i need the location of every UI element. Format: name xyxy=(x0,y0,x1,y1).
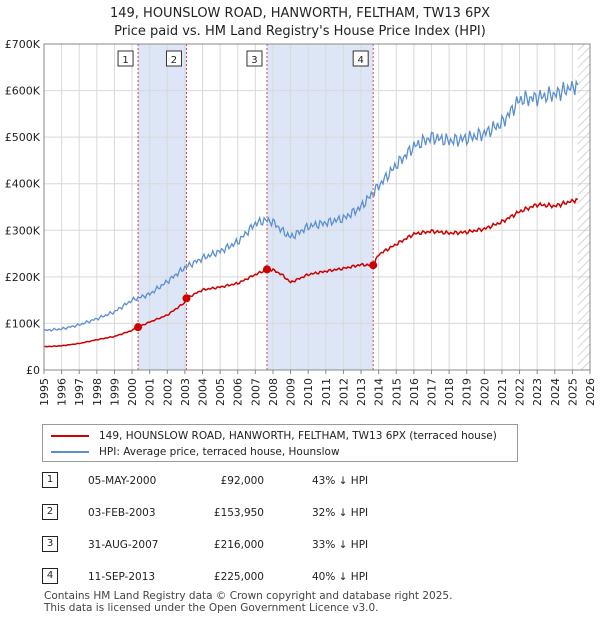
sale-label-box xyxy=(117,50,134,67)
sale-point xyxy=(262,265,271,274)
sale-label: 3 xyxy=(251,55,257,66)
series-line-property xyxy=(43,197,578,348)
legend-label-hpi: HPI: Average price, terraced house, Houn… xyxy=(99,446,340,458)
y-tick-label: £400K xyxy=(5,178,41,191)
x-tick-label: 2011 xyxy=(320,378,333,406)
x-tick-label: 1999 xyxy=(108,378,121,406)
sale-label-box xyxy=(246,50,263,67)
x-tick-label: 2018 xyxy=(443,378,456,406)
x-tick-label: 2004 xyxy=(197,378,210,406)
sale-date: 11-SEP-2013 xyxy=(88,571,156,583)
sale-point xyxy=(134,323,143,332)
x-tick-label: 2019 xyxy=(461,378,474,406)
sale-badge: 1 xyxy=(42,472,58,488)
x-tick-label: 2005 xyxy=(214,378,227,406)
legend-swatch-property xyxy=(51,435,89,437)
sale-date: 31-AUG-2007 xyxy=(88,539,159,551)
x-tick-label: 1997 xyxy=(73,378,86,406)
sale-badge: 3 xyxy=(42,536,58,552)
sale-point xyxy=(369,261,378,270)
sale-price: £225,000 xyxy=(213,571,264,583)
table-row: 3 31-AUG-2007 £216,000 33% ↓ HPI xyxy=(40,534,460,558)
shaded-range xyxy=(138,44,187,370)
table-row: 1 05-MAY-2000 £92,000 43% ↓ HPI xyxy=(40,470,460,494)
sale-date: 05-MAY-2000 xyxy=(88,475,157,487)
x-tick-label: 2025 xyxy=(566,378,579,406)
x-tick-label: 1998 xyxy=(91,378,104,406)
plot-frame xyxy=(43,43,591,371)
legend-item-property: 149, HOUNSLOW ROAD, HANWORTH, FELTHAM, T… xyxy=(51,428,497,444)
forecast-hatch xyxy=(577,44,590,370)
y-tick-label: £0 xyxy=(26,364,40,377)
x-tick-label: 2023 xyxy=(531,378,544,406)
sale-label-box xyxy=(352,50,369,67)
y-tick-label: £300K xyxy=(5,224,41,237)
sale-label: 2 xyxy=(171,55,177,66)
y-tick-label: £600K xyxy=(5,85,41,98)
legend-swatch-hpi xyxy=(51,451,89,453)
shaded-range xyxy=(266,44,374,370)
chart-title-line2: Price paid vs. HM Land Registry's House … xyxy=(114,24,486,39)
y-tick-label: £500K xyxy=(5,131,41,144)
x-tick-label: 1996 xyxy=(56,378,69,406)
table-row: 2 03-FEB-2003 £153,950 32% ↓ HPI xyxy=(40,502,460,526)
footer-copyright: Contains HM Land Registry data © Crown c… xyxy=(44,590,453,602)
x-tick-label: 2022 xyxy=(514,378,527,406)
y-tick-label: £200K xyxy=(5,271,41,284)
x-tick-label: 1995 xyxy=(38,378,51,406)
sale-hpi-diff: 32% ↓ HPI xyxy=(312,507,369,519)
x-tick-label: 2003 xyxy=(179,378,192,406)
sale-badge: 4 xyxy=(42,568,58,584)
x-tick-label: 2002 xyxy=(161,378,174,406)
x-tick-label: 2024 xyxy=(549,378,562,406)
sale-label: 4 xyxy=(357,55,363,66)
sale-badge: 2 xyxy=(42,504,58,520)
footer: Contains HM Land Registry data © Crown c… xyxy=(44,590,452,614)
x-tick-label: 2007 xyxy=(249,378,262,406)
chart-title-line1: 149, HOUNSLOW ROAD, HANWORTH, FELTHAM, T… xyxy=(109,6,491,21)
x-tick-label: 2021 xyxy=(496,378,509,406)
x-tick-label: 2006 xyxy=(232,378,245,406)
sale-date: 03-FEB-2003 xyxy=(88,507,156,519)
legend: 149, HOUNSLOW ROAD, HANWORTH, FELTHAM, T… xyxy=(42,424,518,462)
series-line-hpi xyxy=(43,79,579,332)
sale-hpi-diff: 33% ↓ HPI xyxy=(312,539,369,551)
x-tick-label: 2016 xyxy=(408,378,421,406)
sale-label: 1 xyxy=(122,55,128,66)
x-tick-label: 2014 xyxy=(373,378,386,406)
y-tick-label: £100K xyxy=(5,317,41,330)
x-tick-label: 2026 xyxy=(584,378,597,406)
y-tick-label: £700K xyxy=(5,38,41,51)
sale-price: £92,000 xyxy=(220,475,264,487)
price-chart: 1 2 3 4 £0 £100K £200K £300K £400K £500K £600K £700… xyxy=(5,38,597,406)
x-tick-label: 2020 xyxy=(478,378,491,406)
table-row: 4 11-SEP-2013 £225,000 40% ↓ HPI xyxy=(40,566,460,590)
x-tick-label: 2017 xyxy=(425,378,438,406)
x-tick-label: 2010 xyxy=(302,378,315,406)
sale-hpi-diff: 43% ↓ HPI xyxy=(312,475,369,487)
footer-licence: This data is licensed under the Open Gov… xyxy=(44,602,379,614)
x-tick-label: 2001 xyxy=(144,378,157,406)
x-tick-label: 2012 xyxy=(337,378,350,406)
x-tick-label: 2008 xyxy=(267,378,280,406)
sale-label-box xyxy=(165,50,182,67)
sale-point xyxy=(182,294,191,303)
legend-label-property: 149, HOUNSLOW ROAD, HANWORTH, FELTHAM, T… xyxy=(99,430,497,442)
sale-hpi-diff: 40% ↓ HPI xyxy=(312,571,369,583)
x-tick-label: 2015 xyxy=(390,378,403,406)
legend-item-hpi: HPI: Average price, terraced house, Houn… xyxy=(51,444,340,460)
sale-price: £153,950 xyxy=(213,507,264,519)
x-tick-label: 2013 xyxy=(355,378,368,406)
x-tick-label: 2000 xyxy=(126,378,139,406)
x-tick-label: 2009 xyxy=(285,378,298,406)
sale-price: £216,000 xyxy=(213,539,264,551)
